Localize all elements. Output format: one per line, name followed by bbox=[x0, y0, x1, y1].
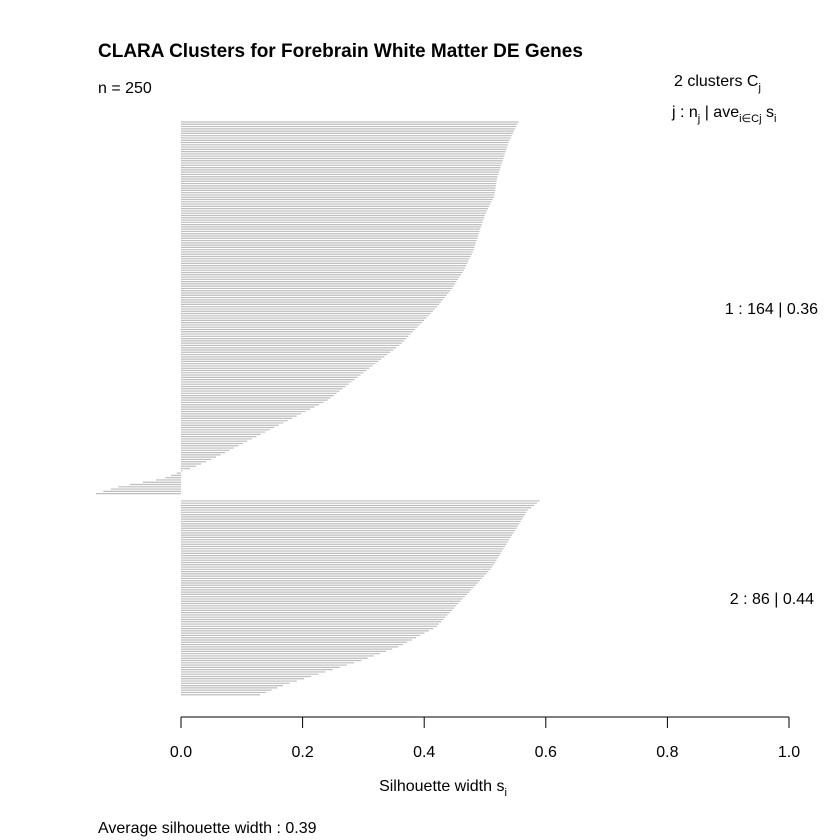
columns-header-j: j : n bbox=[671, 104, 698, 121]
columns-header-ave: | ave bbox=[700, 104, 739, 121]
x-axis-label-main: Silhouette width s bbox=[379, 778, 504, 795]
x-axis: 0.0 0.2 0.4 0.6 0.8 1.0 bbox=[170, 716, 800, 761]
cluster-label-1: 1 : 164 | 0.36 bbox=[725, 301, 818, 318]
x-tick-label: 0.2 bbox=[291, 744, 313, 761]
silhouette-bars bbox=[95, 121, 540, 696]
clusters-header: 2 clusters Cj bbox=[674, 73, 761, 94]
cluster-labels: 1 : 164 | 0.36 2 : 86 | 0.44 bbox=[725, 301, 818, 608]
x-axis-label: Silhouette width si bbox=[379, 778, 507, 799]
average-silhouette-width: Average silhouette width : 0.39 bbox=[98, 820, 317, 837]
cluster-label-2: 2 : 86 | 0.44 bbox=[730, 591, 814, 608]
x-tick-label: 0.0 bbox=[170, 744, 192, 761]
clusters-header-sub: j bbox=[757, 82, 760, 94]
columns-header-ave-sub: i∈Cj bbox=[739, 113, 761, 125]
x-axis-label-sub: i bbox=[504, 787, 506, 799]
x-tick-label: 0.6 bbox=[535, 744, 557, 761]
columns-header-s: s bbox=[762, 104, 774, 121]
n-label: n = 250 bbox=[98, 80, 152, 97]
columns-header-j-sub: j bbox=[697, 113, 700, 125]
columns-header-s-sub: i bbox=[774, 113, 776, 125]
x-tick-label: 1.0 bbox=[778, 744, 800, 761]
x-tick-label: 0.4 bbox=[413, 744, 435, 761]
x-tick-label: 0.8 bbox=[656, 744, 678, 761]
clusters-header-main: 2 clusters C bbox=[674, 73, 758, 90]
columns-header: j : nj | avei∈Cj si bbox=[671, 104, 776, 125]
chart-title: CLARA Clusters for Forebrain White Matte… bbox=[98, 41, 583, 62]
